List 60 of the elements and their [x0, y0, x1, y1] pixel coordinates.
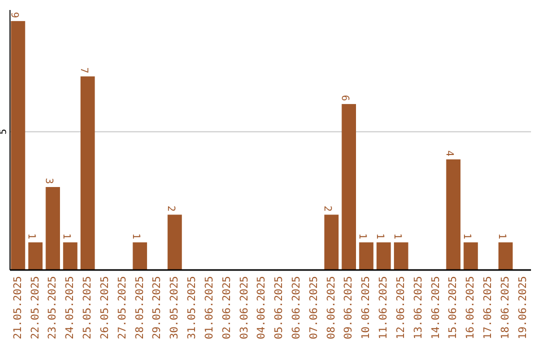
x-tick-label: 31.05.2025 [186, 276, 198, 340]
x-tick-label: 10.06.2025 [360, 276, 372, 340]
x-tick-label: 24.05.2025 [64, 276, 76, 340]
x-tick-label: 01.06.2025 [203, 276, 216, 340]
data-label: 7 [78, 67, 89, 74]
x-tick-label: 13.06.2025 [412, 276, 424, 340]
bar [80, 76, 95, 270]
bar [376, 242, 391, 270]
data-label: 2 [164, 206, 176, 212]
x-tick-label: 05.06.2025 [273, 276, 286, 340]
data-label: 1 [496, 233, 507, 240]
data-label: 4 [444, 150, 455, 156]
data-label: 1 [391, 233, 402, 240]
x-tick-label: 22.05.2025 [29, 276, 42, 340]
x-tick-label: 25.05.2025 [82, 276, 94, 340]
x-tick-label: 27.05.2025 [116, 276, 128, 340]
bar [446, 159, 460, 270]
x-tick-label: 06.06.2025 [290, 276, 302, 340]
data-label: 1 [60, 233, 72, 240]
bar [10, 21, 26, 270]
data-label: 1 [356, 233, 368, 240]
data-label: 6 [339, 95, 350, 102]
x-tick-label: 08.06.2025 [325, 276, 338, 340]
data-label: 9 [8, 12, 20, 18]
data-label: 3 [43, 178, 54, 184]
x-tick-label: 07.06.2025 [308, 276, 320, 340]
data-label: 1 [130, 233, 142, 240]
x-tick-label: 18.06.2025 [499, 276, 512, 340]
x-tick-label: 19.06.2025 [516, 276, 529, 340]
x-tick-label: 04.06.2025 [256, 276, 268, 340]
bar [394, 242, 408, 270]
bar [324, 214, 339, 270]
data-label: 1 [26, 233, 37, 240]
x-tick-label: 14.06.2025 [430, 276, 442, 340]
bar [342, 104, 356, 270]
bar [464, 242, 478, 270]
x-tick-label: 16.06.2025 [464, 276, 477, 340]
bar [359, 242, 374, 270]
x-tick-label: 12.06.2025 [394, 276, 407, 340]
x-tick-label: 17.06.2025 [482, 276, 494, 340]
x-tick-label: 11.06.2025 [378, 276, 390, 340]
x-tick-label: 28.05.2025 [134, 276, 146, 340]
x-tick-label: 03.06.2025 [238, 276, 250, 340]
x-tick-label: 21.05.2025 [12, 276, 24, 340]
data-label: 2 [322, 206, 333, 212]
x-tick-label: 09.06.2025 [342, 276, 355, 340]
x-tick-label: 29.05.2025 [151, 276, 164, 340]
bar [498, 242, 513, 270]
bar [46, 187, 60, 270]
bar [63, 242, 78, 270]
x-tick-label: 26.05.2025 [98, 276, 111, 340]
bar [132, 242, 148, 270]
x-tick-label: 23.05.2025 [46, 276, 59, 340]
x-tick-label: 02.06.2025 [220, 276, 233, 340]
data-label: 1 [374, 233, 385, 240]
bar [168, 214, 182, 270]
data-label: 1 [461, 233, 472, 240]
x-tick-label: 30.05.2025 [168, 276, 181, 340]
x-tick-label: 15.06.2025 [447, 276, 460, 340]
bar [28, 242, 43, 270]
